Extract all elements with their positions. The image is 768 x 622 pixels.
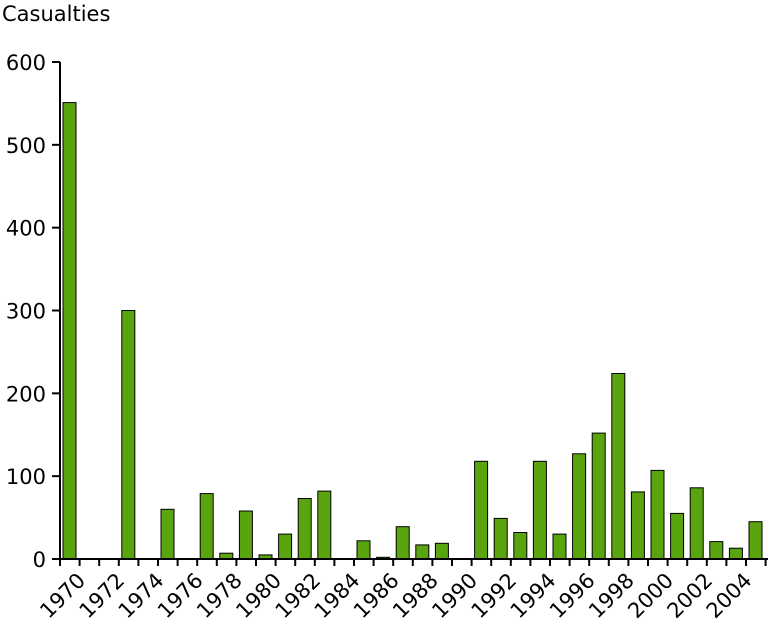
bar-1983: [317, 490, 332, 560]
bar-2003: [709, 541, 724, 560]
bar-1989: [434, 542, 449, 560]
bars-group: [62, 102, 763, 560]
bar-1985: [356, 540, 371, 560]
bar-1999: [630, 491, 645, 560]
y-tick-label: 0: [33, 548, 46, 572]
bar-1973: [121, 310, 136, 560]
y-axis-ticks: 0 100 200 300 400 500 600: [6, 51, 60, 572]
bar-2001: [670, 512, 685, 560]
bar-2004: [728, 547, 743, 560]
x-tick-label: 2004: [702, 568, 757, 622]
bar-1994: [532, 460, 547, 560]
y-tick-label: 600: [6, 51, 46, 75]
bar-1975: [160, 508, 175, 560]
y-tick-label: 400: [6, 217, 46, 241]
bar-1970: [62, 102, 77, 560]
bar-2000: [650, 469, 665, 560]
bar-1981: [278, 533, 293, 560]
y-axis-title: Casualties: [2, 2, 110, 26]
bar-1979: [238, 510, 253, 560]
bar-1996: [572, 453, 587, 560]
bar-1991: [474, 460, 489, 560]
y-tick-label: 100: [6, 465, 46, 489]
bar-1998: [611, 373, 626, 560]
y-tick-label: 500: [6, 134, 46, 158]
bar-1997: [591, 432, 606, 560]
x-axis-ticks: 1970197219741976197819801982198419861988…: [35, 559, 767, 622]
bar-1988: [415, 544, 430, 560]
bar-1995: [552, 533, 567, 560]
bar-1987: [395, 526, 410, 560]
bar-2005: [748, 521, 763, 560]
y-tick-label: 300: [6, 300, 46, 324]
bar-1992: [493, 517, 508, 560]
bar-2002: [689, 487, 704, 560]
bar-1993: [513, 532, 528, 560]
y-tick-label: 200: [6, 382, 46, 406]
bar-1977: [199, 493, 214, 560]
bar-1982: [297, 498, 312, 560]
